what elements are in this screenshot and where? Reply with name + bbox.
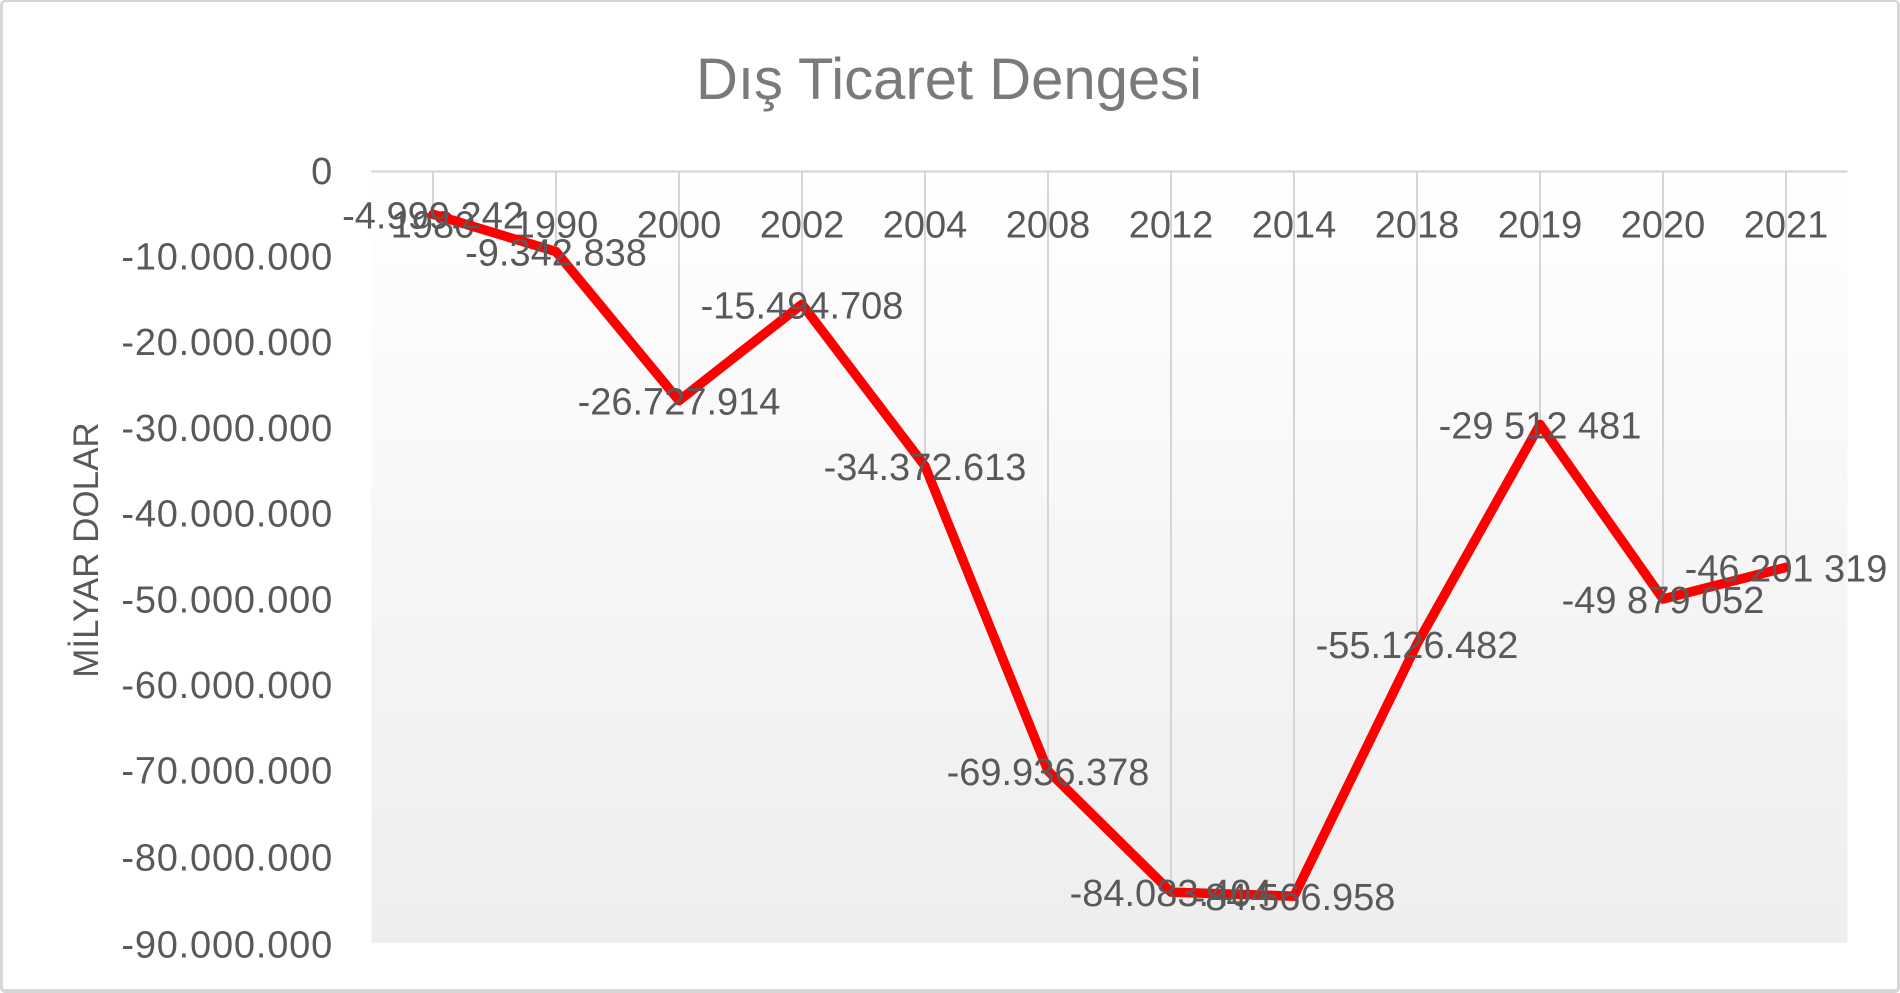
svg-text:2014: 2014: [1252, 205, 1337, 247]
svg-text:-90.000.000: -90.000.000: [121, 924, 333, 966]
svg-text:-50.000.000: -50.000.000: [121, 579, 333, 621]
svg-text:Dış Ticaret Dengesi: Dış Ticaret Dengesi: [696, 47, 1202, 112]
svg-text:-10.000.000: -10.000.000: [121, 237, 333, 279]
svg-text:-9.342.838: -9.342.838: [465, 233, 647, 275]
svg-text:-20.000.000: -20.000.000: [121, 322, 333, 364]
svg-text:-34.372.613: -34.372.613: [824, 447, 1027, 489]
svg-text:2018: 2018: [1375, 205, 1460, 247]
svg-text:-29 512 481: -29 512 481: [1439, 405, 1642, 447]
svg-text:-70.000.000: -70.000.000: [121, 751, 333, 793]
svg-text:MİLYAR DOLAR: MİLYAR DOLAR: [67, 422, 106, 677]
svg-text:-46 201 319: -46 201 319: [1685, 548, 1888, 590]
svg-text:-80.000.000: -80.000.000: [121, 837, 333, 879]
svg-text:-55.126.482: -55.126.482: [1316, 625, 1519, 667]
svg-text:-69.936.378: -69.936.378: [947, 752, 1150, 794]
svg-text:-60.000.000: -60.000.000: [121, 665, 333, 707]
svg-text:-84.083.404: -84.083.404: [1070, 873, 1273, 915]
svg-text:-15.494.708: -15.494.708: [701, 285, 904, 327]
svg-text:-26.727.914: -26.727.914: [578, 382, 781, 424]
svg-text:2000: 2000: [637, 205, 722, 247]
svg-text:-49 879 052: -49 879 052: [1562, 580, 1765, 622]
svg-text:2021: 2021: [1744, 205, 1829, 247]
svg-text:0: 0: [311, 151, 333, 193]
svg-text:-30.000.000: -30.000.000: [121, 408, 333, 450]
svg-text:2008: 2008: [1006, 205, 1091, 247]
svg-text:-4.999.242: -4.999.242: [342, 195, 524, 237]
svg-text:2020: 2020: [1621, 205, 1706, 247]
svg-text:-40.000.000: -40.000.000: [121, 494, 333, 536]
svg-text:2019: 2019: [1498, 205, 1583, 247]
svg-text:2004: 2004: [883, 205, 968, 247]
svg-text:2002: 2002: [760, 205, 845, 247]
svg-text:-84.566.958: -84.566.958: [1193, 877, 1396, 919]
svg-text:2012: 2012: [1129, 205, 1214, 247]
